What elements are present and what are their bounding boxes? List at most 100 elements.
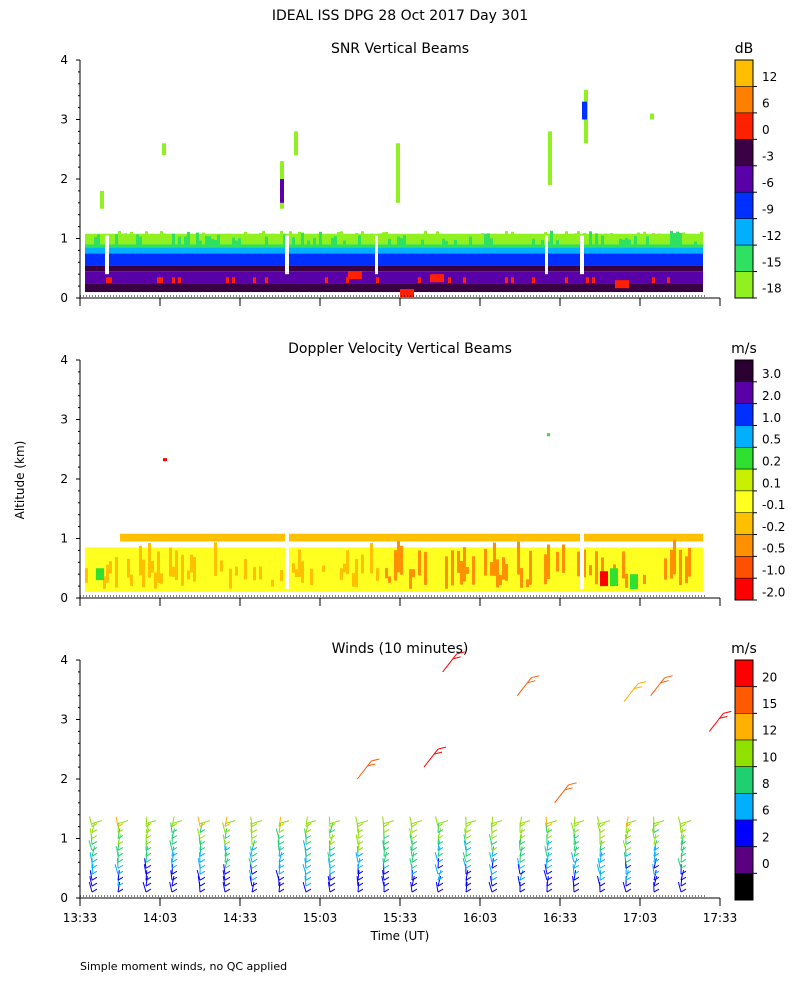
wind-barb-flag (653, 841, 660, 845)
snr-band (85, 283, 703, 293)
wind-barb-flag (491, 846, 498, 851)
doppler-cell (630, 574, 638, 590)
wind-barb-flag (680, 841, 687, 845)
snr-cell (436, 231, 439, 245)
wind-barb-shaft (357, 858, 361, 869)
wind-barb-flag (491, 870, 498, 875)
doppler-cell (259, 566, 262, 580)
wind-barb-shaft (382, 858, 385, 869)
snr-cell (418, 277, 421, 284)
snr-cell (253, 277, 256, 284)
snr-cell (241, 236, 244, 245)
wind-barb-shaft (355, 834, 359, 845)
snr-cell (307, 240, 310, 245)
wind-barb-flag (117, 846, 124, 851)
snr-cell (454, 239, 457, 245)
colorbar-swatch (734, 244, 754, 272)
wind-barb-flag (546, 870, 553, 875)
doppler-cell (595, 551, 598, 585)
wind-barb-flag (224, 864, 231, 869)
wind-barb-shaft (224, 852, 227, 863)
wind-barb-shaft (546, 820, 558, 825)
wind-barb-flag (251, 888, 258, 893)
doppler-cell (343, 563, 346, 573)
wind-barb-flag (519, 829, 526, 833)
colorbar-swatch (734, 512, 754, 535)
wind-barb-shaft (488, 834, 493, 845)
wind-barb-shaft (625, 870, 629, 881)
wind-barb-flag (305, 888, 312, 893)
wind-barb-shaft (357, 828, 360, 839)
wind-barb-shaft (88, 840, 93, 851)
wind-barb-flag (491, 882, 498, 887)
wind-barb-shaft (516, 677, 532, 697)
doppler-cell (670, 549, 673, 579)
wind-barb-flag (91, 876, 98, 881)
wind-barb-shaft (197, 876, 201, 887)
wind-barb-flag (546, 864, 553, 869)
doppler-cell (505, 563, 508, 581)
wind-barb-flag (171, 876, 178, 881)
wind-barb-flag (329, 870, 336, 875)
wind-barb-shaft (409, 858, 413, 869)
wind-barb-flag (199, 841, 206, 845)
wind-barb-flag (411, 864, 418, 869)
wind-barb-shaft (599, 820, 611, 825)
colorbar-swatch (734, 447, 754, 470)
colorbar-swatch (734, 359, 754, 383)
snr-cell (427, 235, 430, 245)
doppler-cell (502, 557, 505, 580)
wind-barb-shaft (197, 828, 201, 839)
wind-barb-flag (680, 846, 687, 851)
snr-cell (565, 231, 568, 245)
doppler-cell (229, 568, 232, 589)
snr-cell (463, 277, 466, 284)
doppler-cell (688, 547, 691, 577)
y-tick-label: 1 (60, 232, 68, 246)
snr-cell (628, 239, 631, 245)
doppler-cell (355, 559, 358, 587)
snr-cell (172, 277, 175, 284)
snr-cell (463, 236, 466, 245)
wind-barb-shaft (355, 816, 359, 827)
snr-cell (100, 190, 104, 209)
wind-barb-shaft (197, 858, 201, 869)
snr-cell (526, 240, 529, 245)
wind-barb-flag (452, 656, 461, 660)
snr-cell (538, 237, 541, 245)
snr-cell (256, 237, 259, 245)
snr-cell (577, 231, 580, 245)
wind-barb-flag (599, 858, 606, 863)
wind-barb-flag (411, 852, 418, 857)
wind-barb-shaft (437, 820, 449, 825)
wind-barb-shaft (305, 822, 309, 833)
wind-barb-flag (625, 846, 632, 851)
snr-cell (676, 231, 679, 245)
colorbar-swatch (734, 403, 754, 426)
snr-cell (130, 232, 133, 245)
wind-barb-flag (171, 841, 178, 845)
snr-cell (211, 239, 214, 245)
wind-barb-flag (117, 835, 124, 839)
wind-barb-flag (519, 876, 526, 881)
wind-barb-flag (546, 829, 553, 833)
wind-barb-shaft (599, 852, 603, 863)
snr-cell (262, 230, 265, 245)
snr-cell (259, 233, 262, 245)
wind-barb-flag (91, 852, 98, 857)
snr-cell (226, 233, 229, 245)
snr-cell (106, 277, 109, 284)
y-tick-label: 0 (60, 891, 68, 905)
snr-cell (88, 238, 91, 245)
wind-barb-flag (491, 876, 498, 881)
wind-barb-shaft (411, 852, 415, 863)
wind-barb-shaft (250, 828, 253, 839)
wind-barb-shaft (437, 822, 440, 833)
doppler-cell (394, 550, 397, 581)
wind-barb-shaft (464, 828, 467, 839)
snr-cell (646, 236, 649, 245)
doppler-gap (580, 532, 584, 590)
wind-barb-flag (383, 876, 390, 881)
wind-barb-flag (546, 852, 553, 857)
wind-barb-shaft (653, 852, 656, 863)
